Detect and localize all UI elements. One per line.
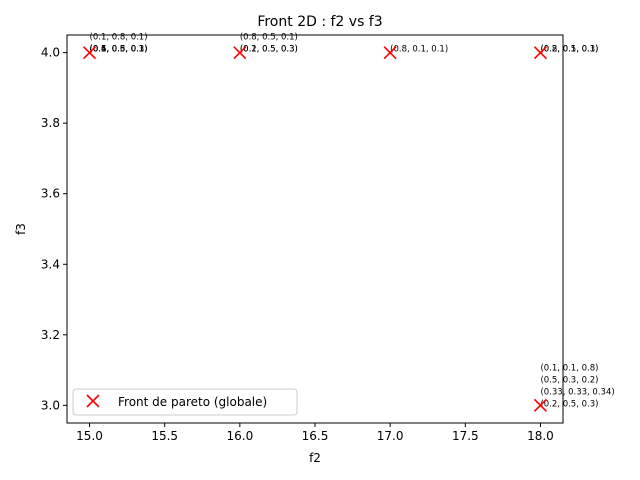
legend: Front de pareto (globale)	[72, 388, 298, 416]
y-tick-label: 3.2	[41, 328, 60, 342]
point-annotation-label: (0.2, 0.5, 0.3)	[240, 45, 298, 55]
y-axis-label: f3	[14, 223, 28, 235]
point-annotation-label: (0.5, 0.3, 0.2)	[540, 375, 598, 385]
point-annotation-label: (0.5, 0.5, 0.3)	[90, 45, 148, 55]
data-point	[82, 46, 97, 60]
point-annotations: (0.6, 0.3, 0.1) (0.1, 0.8, 0.1) (0.4, 0.5,…	[90, 33, 615, 410]
data-point	[233, 46, 247, 60]
point-annotation-label: (0.8, 0.5, 0.1)	[240, 33, 298, 43]
data-point	[383, 46, 397, 60]
point-annotation-label: (0.8, 0.1, 0.1)	[540, 45, 598, 55]
y-axis-ticks: 3.0 3.2 3.4 3.6 3.8 4.0	[41, 46, 67, 412]
point-annotation-label: (0.1, 0.5, 0.3)	[240, 45, 298, 55]
x-tick-label: 18.0	[527, 429, 554, 443]
chart-title: Front 2D : f2 vs f3	[257, 14, 382, 30]
y-tick-label: 3.6	[41, 187, 60, 201]
x-axis-ticks: 15.0 15.5 16.0 16.5 17.0 17.5 18.0	[76, 423, 554, 443]
point-annotation-label: (0.1, 0.1, 0.8)	[540, 363, 598, 373]
point-annotation-label: (0.6, 0.3, 0.1)	[90, 45, 148, 55]
legend-box	[72, 388, 298, 416]
data-markers	[82, 46, 548, 412]
point-annotation-label: (0.1, 0.6, 0.3)	[90, 45, 148, 55]
y-tick-label: 3.0	[41, 398, 60, 412]
point-annotation-label: (0.2, 0.5, 0.3)	[540, 45, 598, 55]
data-point	[533, 46, 548, 60]
point-annotation-label: (0.1, 0.8, 0.1)	[90, 33, 148, 43]
y-tick-label: 3.8	[41, 116, 60, 130]
point-annotation-label: (0.4, 0.5, 0.1)	[90, 45, 148, 55]
x-tick-label: 16.5	[302, 429, 329, 443]
x-tick-label: 15.0	[76, 429, 103, 443]
x-tick-label: 17.5	[452, 429, 479, 443]
data-point	[533, 398, 548, 412]
point-annotation-label: (0.33, 0.33, 0.34)	[540, 387, 614, 397]
x-axis-label: f2	[309, 451, 321, 465]
x-tick-label: 15.5	[151, 429, 178, 443]
x-tick-label: 16.0	[226, 429, 253, 443]
point-annotation-label: (0.2, 0.5, 0.3)	[540, 399, 598, 409]
legend-label: Front de pareto (globale)	[118, 395, 267, 409]
y-tick-label: 4.0	[41, 46, 60, 60]
legend-marker-icon	[86, 394, 100, 408]
point-annotation-label: (0.8, 0.1, 0.1)	[390, 45, 448, 55]
x-tick-label: 17.0	[377, 429, 404, 443]
y-tick-label: 3.4	[41, 257, 60, 271]
